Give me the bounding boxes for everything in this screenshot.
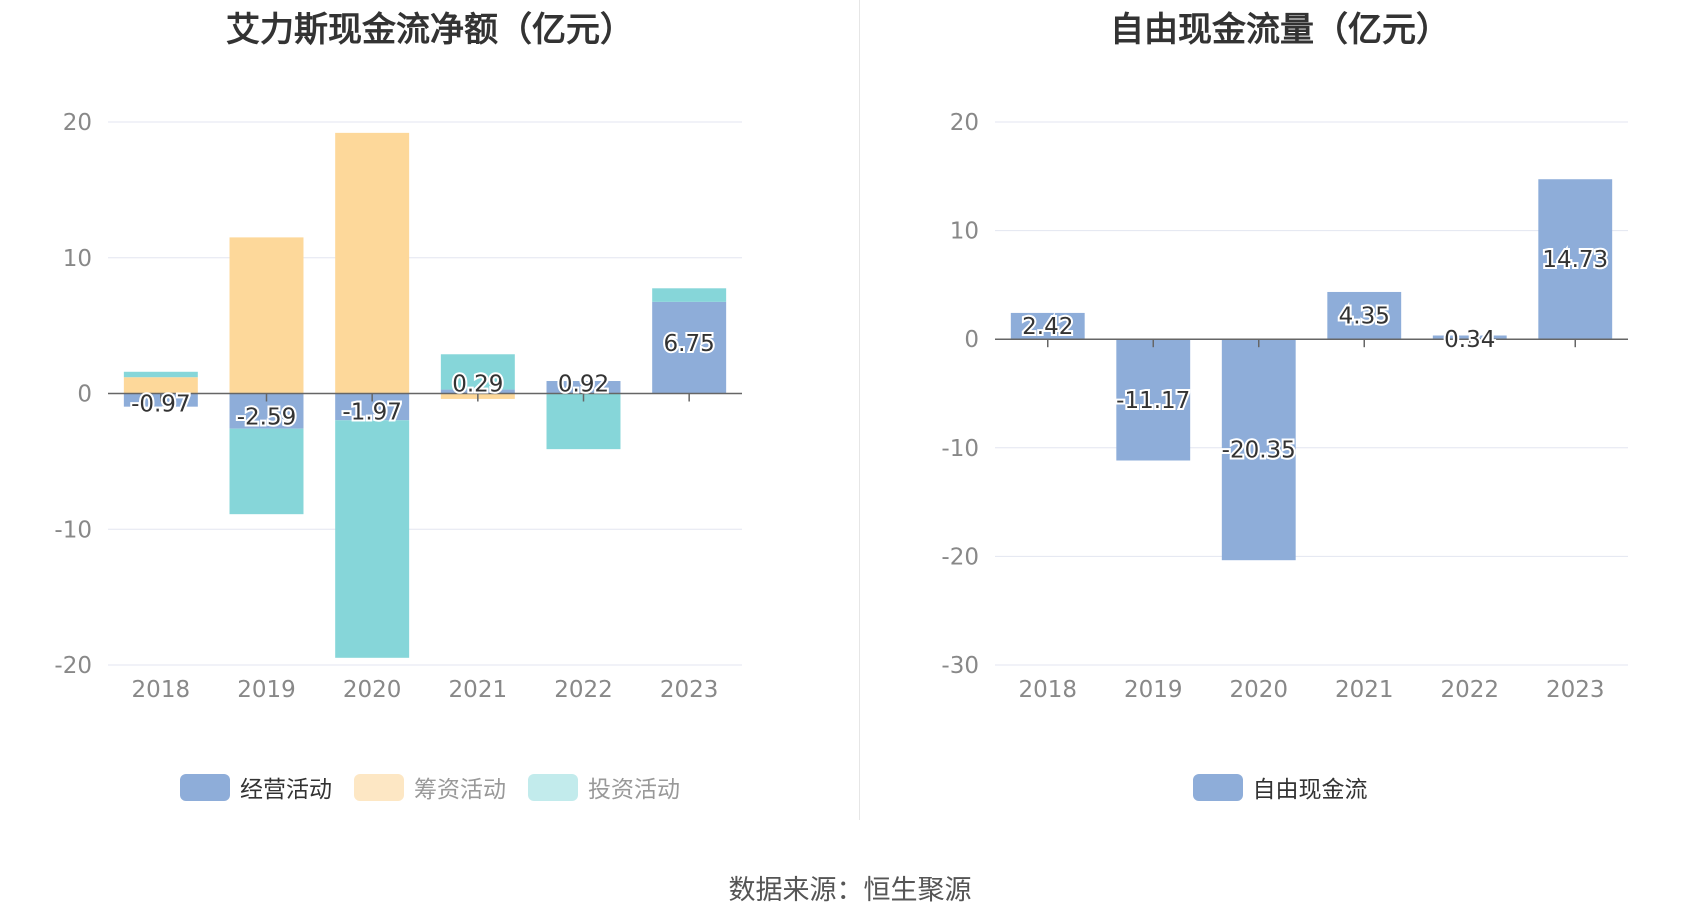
- data-label: 0.29: [452, 372, 503, 398]
- legend-label: 投资活动: [588, 777, 680, 803]
- data-label: 0.34: [1444, 327, 1495, 353]
- legend-item-financing[interactable]: 筹资活动: [354, 770, 506, 804]
- x-tick-label: 2023: [660, 677, 719, 703]
- bar: [652, 301, 727, 394]
- data-label: -20.35: [1222, 438, 1296, 464]
- bar: [335, 132, 410, 394]
- data-source: 数据来源：恒生聚源: [728, 875, 972, 906]
- bar: [229, 237, 304, 394]
- y-tick-label: 20: [950, 110, 979, 136]
- x-tick-label: 2018: [1018, 677, 1077, 703]
- legend-item-operating[interactable]: 经营活动: [180, 770, 332, 804]
- y-tick-label: -10: [941, 436, 979, 462]
- x-tick-label: 2019: [237, 677, 296, 703]
- free-cashflow-chart: 20 10 0 -10 -20 -30 2018 2.42 2019 -11.17 2020 -20.…: [941, 110, 1628, 703]
- bar: [1116, 339, 1191, 461]
- legend-label: 筹资活动: [414, 777, 506, 803]
- legend: 经营活动 筹资活动 投资活动: [0, 770, 860, 804]
- y-tick-label: -30: [941, 653, 979, 679]
- data-label: -2.59: [237, 405, 297, 431]
- chart-title: 自由现金流量（亿元）: [1110, 10, 1450, 50]
- y-tick-label: 0: [964, 327, 979, 353]
- data-label: -1.97: [342, 400, 402, 426]
- bar: [546, 381, 621, 394]
- legend-swatch-operating: [180, 773, 230, 801]
- data-label: 2.42: [1022, 314, 1073, 340]
- legend-swatch-investing: [528, 773, 578, 801]
- bar: [1010, 312, 1085, 340]
- bar: [546, 393, 621, 450]
- legend-label: 自由现金流: [1252, 777, 1368, 803]
- x-tick-label: 2020: [1229, 677, 1288, 703]
- x-tick-label: 2021: [1335, 677, 1394, 703]
- y-tick-label: -20: [54, 653, 92, 679]
- bar: [335, 420, 410, 658]
- bar: [1221, 339, 1296, 561]
- legend-swatch-fcf: [1192, 773, 1243, 801]
- bar: [123, 377, 198, 394]
- legend: 自由现金流: [860, 770, 1700, 804]
- data-label: -11.17: [1116, 388, 1190, 414]
- x-tick-label: 2022: [554, 677, 613, 703]
- x-tick-label: 2018: [132, 677, 191, 703]
- bar: [440, 389, 515, 394]
- cashflow-net-panel: 艾力斯现金流净额（亿元） 20 10 0 -10 -20 2018 -0.97 2019 -2.…: [0, 0, 860, 830]
- x-tick-label: 2020: [343, 677, 402, 703]
- legend-item-investing[interactable]: 投资活动: [528, 770, 680, 804]
- bar: [1432, 335, 1507, 340]
- chart-title: 艾力斯现金流净额（亿元）: [226, 10, 634, 50]
- data-label: 0.92: [558, 372, 609, 398]
- legend-swatch-financing: [354, 773, 404, 801]
- y-tick-label: 20: [63, 110, 92, 136]
- bar: [229, 428, 304, 515]
- data-label: 6.75: [664, 331, 715, 357]
- bar: [123, 371, 198, 378]
- bar: [440, 354, 515, 390]
- bar: [1327, 291, 1402, 340]
- y-tick-label: -20: [941, 544, 979, 570]
- y-tick-label: -10: [54, 517, 92, 543]
- x-tick-label: 2019: [1124, 677, 1183, 703]
- x-tick-label: 2021: [449, 677, 508, 703]
- data-label: 14.73: [1542, 247, 1608, 273]
- y-tick-label: 10: [950, 219, 979, 245]
- data-label: 4.35: [1339, 304, 1390, 330]
- cashflow-net-chart: 20 10 0 -10 -20 2018 -0.97 2019 -2.59 2020 -1.97 20…: [54, 110, 742, 703]
- legend-item-fcf[interactable]: 自由现金流: [1192, 770, 1368, 804]
- x-tick-label: 2023: [1546, 677, 1605, 703]
- data-label: -0.97: [131, 391, 191, 417]
- legend-label: 经营活动: [240, 777, 332, 803]
- bar: [1538, 179, 1613, 340]
- free-cashflow-panel: 自由现金流量（亿元） 20 10 0 -10 -20 -30 2018 2.42 2019 -11…: [860, 0, 1700, 830]
- y-tick-label: 10: [63, 246, 92, 272]
- panel-divider: [859, 0, 860, 820]
- x-tick-label: 2022: [1440, 677, 1499, 703]
- y-tick-label: 0: [77, 382, 92, 408]
- bar: [652, 288, 727, 302]
